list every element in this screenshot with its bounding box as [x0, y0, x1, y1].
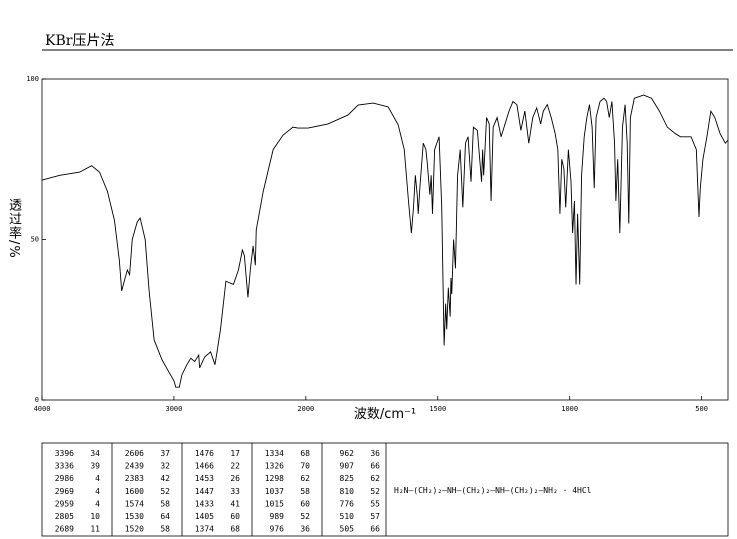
peak-transmittance: 22	[230, 462, 240, 471]
peak-transmittance: 64	[160, 512, 170, 521]
peak-transmittance: 58	[160, 525, 170, 534]
peak-transmittance: 60	[230, 512, 240, 521]
peak-transmittance: 60	[300, 499, 310, 508]
peak-transmittance: 26	[230, 474, 240, 483]
x-tick-label: 4000	[34, 405, 51, 413]
peak-wavenumber: 776	[340, 499, 355, 508]
peak-wavenumber: 976	[270, 525, 285, 534]
table-frame	[41, 442, 729, 537]
x-tick-label: 2000	[297, 405, 314, 413]
peak-transmittance: 41	[230, 499, 240, 508]
peak-transmittance: 52	[300, 512, 310, 521]
peak-wavenumber: 2805	[55, 512, 74, 521]
y-axis-label: 透过率/%	[6, 198, 21, 259]
peak-transmittance: 52	[160, 487, 170, 496]
peak-wavenumber: 1334	[265, 449, 284, 458]
peak-transmittance: 33	[230, 487, 240, 496]
peak-transmittance: 34	[90, 449, 100, 458]
peak-wavenumber: 1466	[195, 462, 214, 471]
peak-transmittance: 62	[300, 474, 310, 483]
peak-transmittance: 68	[230, 525, 240, 534]
x-tick-label: 1500	[429, 405, 446, 413]
x-axis-label: 波数/cm⁻¹	[354, 407, 416, 422]
peak-transmittance: 36	[370, 449, 380, 458]
peak-wavenumber: 2959	[55, 499, 74, 508]
peak-wavenumber: 989	[270, 512, 285, 521]
y-tick-label: 50	[31, 236, 39, 244]
peak-wavenumber: 1037	[265, 487, 284, 496]
peak-wavenumber: 1374	[195, 525, 214, 534]
peak-transmittance: 66	[370, 462, 380, 471]
peak-transmittance: 37	[160, 449, 170, 458]
peak-transmittance: 17	[230, 449, 240, 458]
peak-wavenumber: 2969	[55, 487, 74, 496]
peak-wavenumber: 1520	[125, 525, 144, 534]
peak-wavenumber: 1326	[265, 462, 284, 471]
peak-transmittance: 70	[300, 462, 310, 471]
spectrum-line	[41, 94, 729, 388]
peak-wavenumber: 510	[340, 512, 355, 521]
peak-transmittance: 39	[90, 462, 100, 471]
peak-wavenumber: 1574	[125, 499, 144, 508]
peak-transmittance: 62	[370, 474, 380, 483]
peak-wavenumber: 2439	[125, 462, 144, 471]
peak-transmittance: 57	[370, 512, 380, 521]
peak-wavenumber: 1530	[125, 512, 144, 521]
peak-wavenumber: 2606	[125, 449, 144, 458]
peak-transmittance: 58	[160, 499, 170, 508]
peak-wavenumber: 1015	[265, 499, 284, 508]
peak-wavenumber: 1476	[195, 449, 214, 458]
peak-transmittance: 66	[370, 525, 380, 534]
peak-transmittance: 4	[95, 474, 100, 483]
peak-wavenumber: 1298	[265, 474, 284, 483]
peak-wavenumber: 2689	[55, 525, 74, 534]
x-tick-label: 500	[695, 405, 708, 413]
structure-formula: H₂N—(CH₂)₂—NH—(CH₂)₂—NH—(CH₂)₂—NH₂ · 4HC…	[394, 486, 592, 495]
peak-wavenumber: 505	[340, 525, 355, 534]
peak-wavenumber: 810	[340, 487, 355, 496]
peak-wavenumber: 2383	[125, 474, 144, 483]
x-tick-label: 3000	[165, 405, 182, 413]
peak-wavenumber: 3396	[55, 449, 74, 458]
peak-transmittance: 11	[90, 525, 100, 534]
peak-wavenumber: 825	[340, 474, 355, 483]
peak-transmittance: 55	[370, 499, 380, 508]
peak-transmittance: 10	[90, 512, 100, 521]
y-tick-label: 0	[35, 396, 39, 404]
x-tick-label: 1000	[561, 405, 578, 413]
y-tick-label: 100	[26, 75, 39, 83]
peak-wavenumber: 3336	[55, 462, 74, 471]
peak-wavenumber: 2986	[55, 474, 74, 483]
peak-transmittance: 52	[370, 487, 380, 496]
peak-wavenumber: 962	[340, 449, 355, 458]
chart-title: KBr压片法	[45, 33, 114, 49]
peak-transmittance: 4	[95, 487, 100, 496]
peak-wavenumber: 1405	[195, 512, 214, 521]
peak-transmittance: 4	[95, 499, 100, 508]
peak-wavenumber: 1433	[195, 499, 214, 508]
peak-wavenumber: 907	[340, 462, 355, 471]
peak-transmittance: 36	[300, 525, 310, 534]
peak-wavenumber: 1447	[195, 487, 214, 496]
peak-transmittance: 32	[160, 462, 170, 471]
peak-transmittance: 58	[300, 487, 310, 496]
peak-wavenumber: 1453	[195, 474, 214, 483]
peak-transmittance: 42	[160, 474, 170, 483]
peak-wavenumber: 1600	[125, 487, 144, 496]
peak-transmittance: 68	[300, 449, 310, 458]
